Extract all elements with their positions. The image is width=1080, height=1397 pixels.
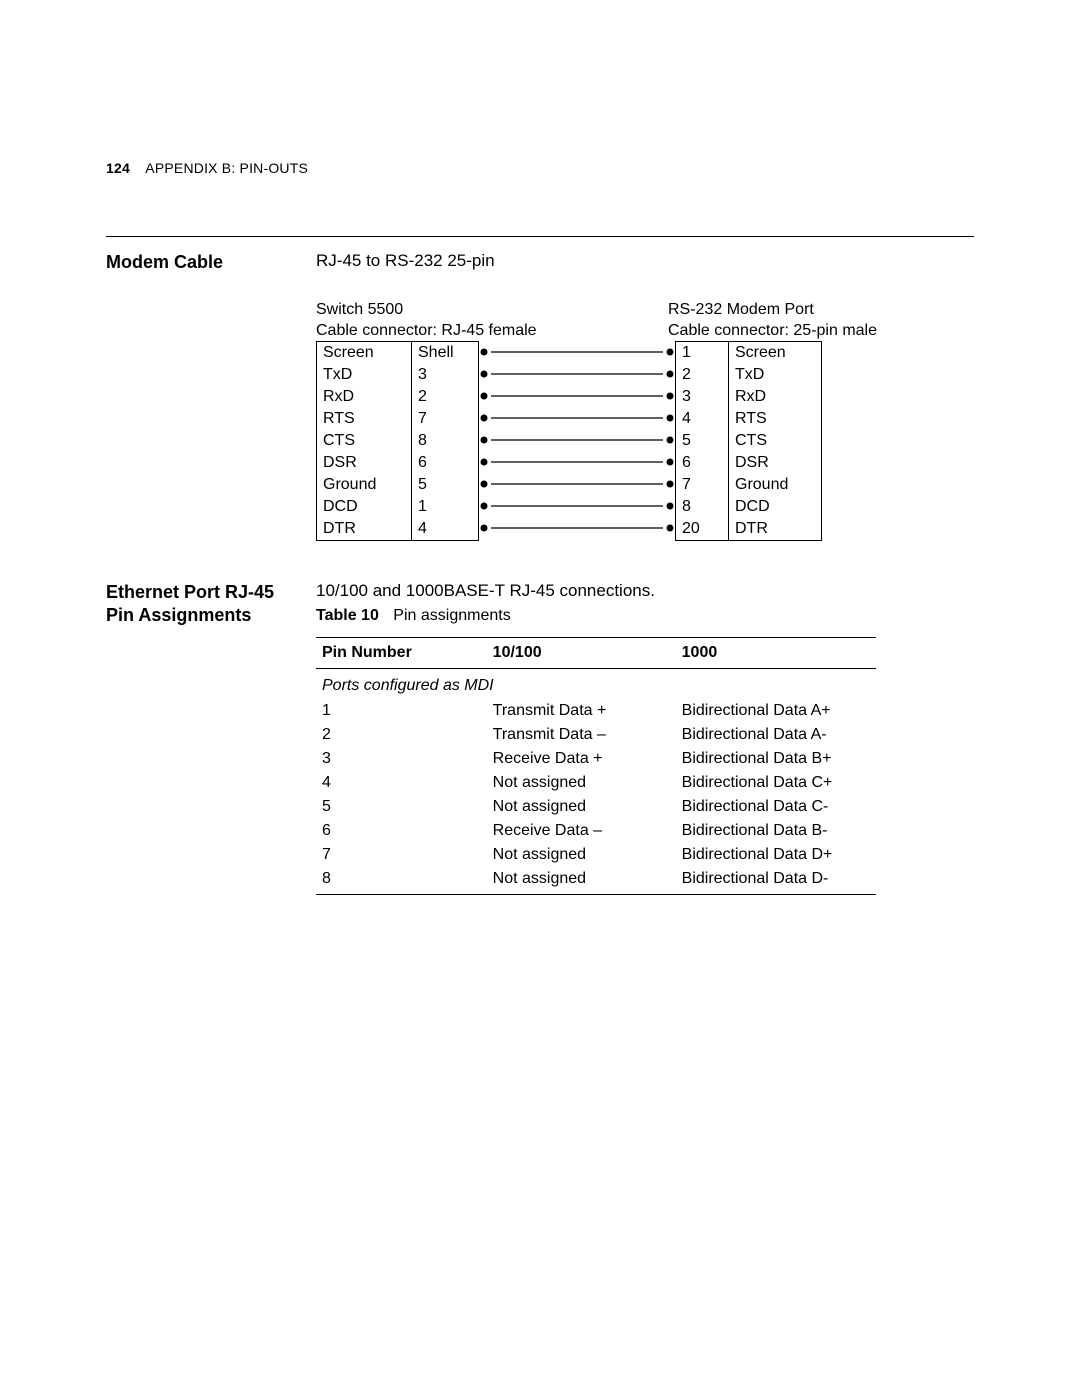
table-cell: Bidirectional Data A- [676,723,876,747]
pinout-diagram: Switch 5500 Cable connector: RJ-45 femal… [316,299,974,541]
pinout-left-label: DCD [323,496,405,518]
pinout-left-pin: 8 [418,430,472,452]
pinout-left-label: Screen [323,342,405,364]
pinout-left-label: TxD [323,364,405,386]
table-row: 1Transmit Data +Bidirectional Data A+ [316,699,876,723]
table-cell: Bidirectional Data D+ [676,843,876,867]
pinout-left-label: RxD [323,386,405,408]
table-caption: Table 10 Pin assignments [316,607,974,625]
pinout-right-label: DSR [735,452,815,474]
table-row: 7Not assignedBidirectional Data D+ [316,843,876,867]
pinout-left-pin: 4 [418,518,472,540]
pinout-left-label: RTS [323,408,405,430]
pinout-left-pin: 6 [418,452,472,474]
table-header: 10/100 [487,638,676,669]
table-cell: Not assigned [487,771,676,795]
pinout-left-label: DTR [323,518,405,540]
pinout-right-pin: 20 [682,518,722,540]
table-cell: Bidirectional Data A+ [676,699,876,723]
section-title: Modem Cable [106,251,316,274]
table-row: 5Not assignedBidirectional Data C- [316,795,876,819]
section-title: Ethernet Port RJ-45 Pin Assignments [106,581,316,626]
table-row: 2Transmit Data –Bidirectional Data A- [316,723,876,747]
table-cell: Bidirectional Data D- [676,867,876,895]
pinout-right-header: RS-232 Modem Port Cable connector: 25-pi… [668,299,877,341]
pinout-right-label: Screen [735,342,815,364]
table-row: 6Receive Data –Bidirectional Data B- [316,819,876,843]
section-subtitle: RJ-45 to RS-232 25-pin [316,251,974,271]
pinout-right-label: RxD [735,386,815,408]
table-cell: 4 [316,771,487,795]
pinout-right-label: CTS [735,430,815,452]
table-cell: Not assigned [487,867,676,895]
pinout-left-pin: 7 [418,408,472,430]
running-text: APPENDIX B: PIN-OUTS [145,160,308,176]
pinout-right-pin: 8 [682,496,722,518]
table-row: 4Not assignedBidirectional Data C+ [316,771,876,795]
pinout-right-pin: 2 [682,364,722,386]
pinout-right-pin: 5 [682,430,722,452]
divider [106,236,974,237]
table-cell: Bidirectional Data C+ [676,771,876,795]
pinout-left-pin: 1 [418,496,472,518]
table-cell: Bidirectional Data C- [676,795,876,819]
pinout-left-pin: 5 [418,474,472,496]
pinout-right-pin: 7 [682,474,722,496]
table-cell: Receive Data – [487,819,676,843]
pinout-right-label: RTS [735,408,815,430]
pinout-right-pin: 6 [682,452,722,474]
section-intro: 10/100 and 1000BASE-T RJ-45 connections. [316,581,974,601]
pinout-right-label: TxD [735,364,815,386]
table-group-label: Ports configured as MDI [316,669,876,700]
page-number: 124 [106,160,130,176]
table-header: 1000 [676,638,876,669]
table-cell: Receive Data + [487,747,676,771]
table-cell: Bidirectional Data B- [676,819,876,843]
pinout-left-label: DSR [323,452,405,474]
pinout-right-label: DTR [735,518,815,540]
table-cell: 7 [316,843,487,867]
pin-assignments-table: Pin Number 10/100 1000 Ports configured … [316,637,876,895]
table-cell: 3 [316,747,487,771]
pinout-left-label: Ground [323,474,405,496]
table-cell: Not assigned [487,795,676,819]
table-cell: Transmit Data – [487,723,676,747]
table-cell: Transmit Data + [487,699,676,723]
pinout-left-pin: 3 [418,364,472,386]
pinout-left-pin: 2 [418,386,472,408]
table-row: 3Receive Data +Bidirectional Data B+ [316,747,876,771]
table-cell: 1 [316,699,487,723]
pinout-right-label: DCD [735,496,815,518]
table-cell: Bidirectional Data B+ [676,747,876,771]
running-head: 124 APPENDIX B: PIN-OUTS [106,160,974,176]
pinout-left-pin: Shell [418,342,472,364]
pinout-right-pin: 1 [682,342,722,364]
pinout-right-label: Ground [735,474,815,496]
table-row: 8Not assignedBidirectional Data D- [316,867,876,895]
table-cell: Not assigned [487,843,676,867]
pinout-left-label: CTS [323,430,405,452]
table-cell: 6 [316,819,487,843]
pinout-left-header: Switch 5500 Cable connector: RJ-45 femal… [316,299,537,341]
table-cell: 8 [316,867,487,895]
table-cell: 2 [316,723,487,747]
table-header: Pin Number [316,638,487,669]
table-cell: 5 [316,795,487,819]
pinout-right-pin: 4 [682,408,722,430]
section-modem-cable: Modem Cable RJ-45 to RS-232 25-pin Switc… [106,251,974,541]
pinout-right-pin: 3 [682,386,722,408]
section-ethernet-pin-assignments: Ethernet Port RJ-45 Pin Assignments 10/1… [106,581,974,895]
